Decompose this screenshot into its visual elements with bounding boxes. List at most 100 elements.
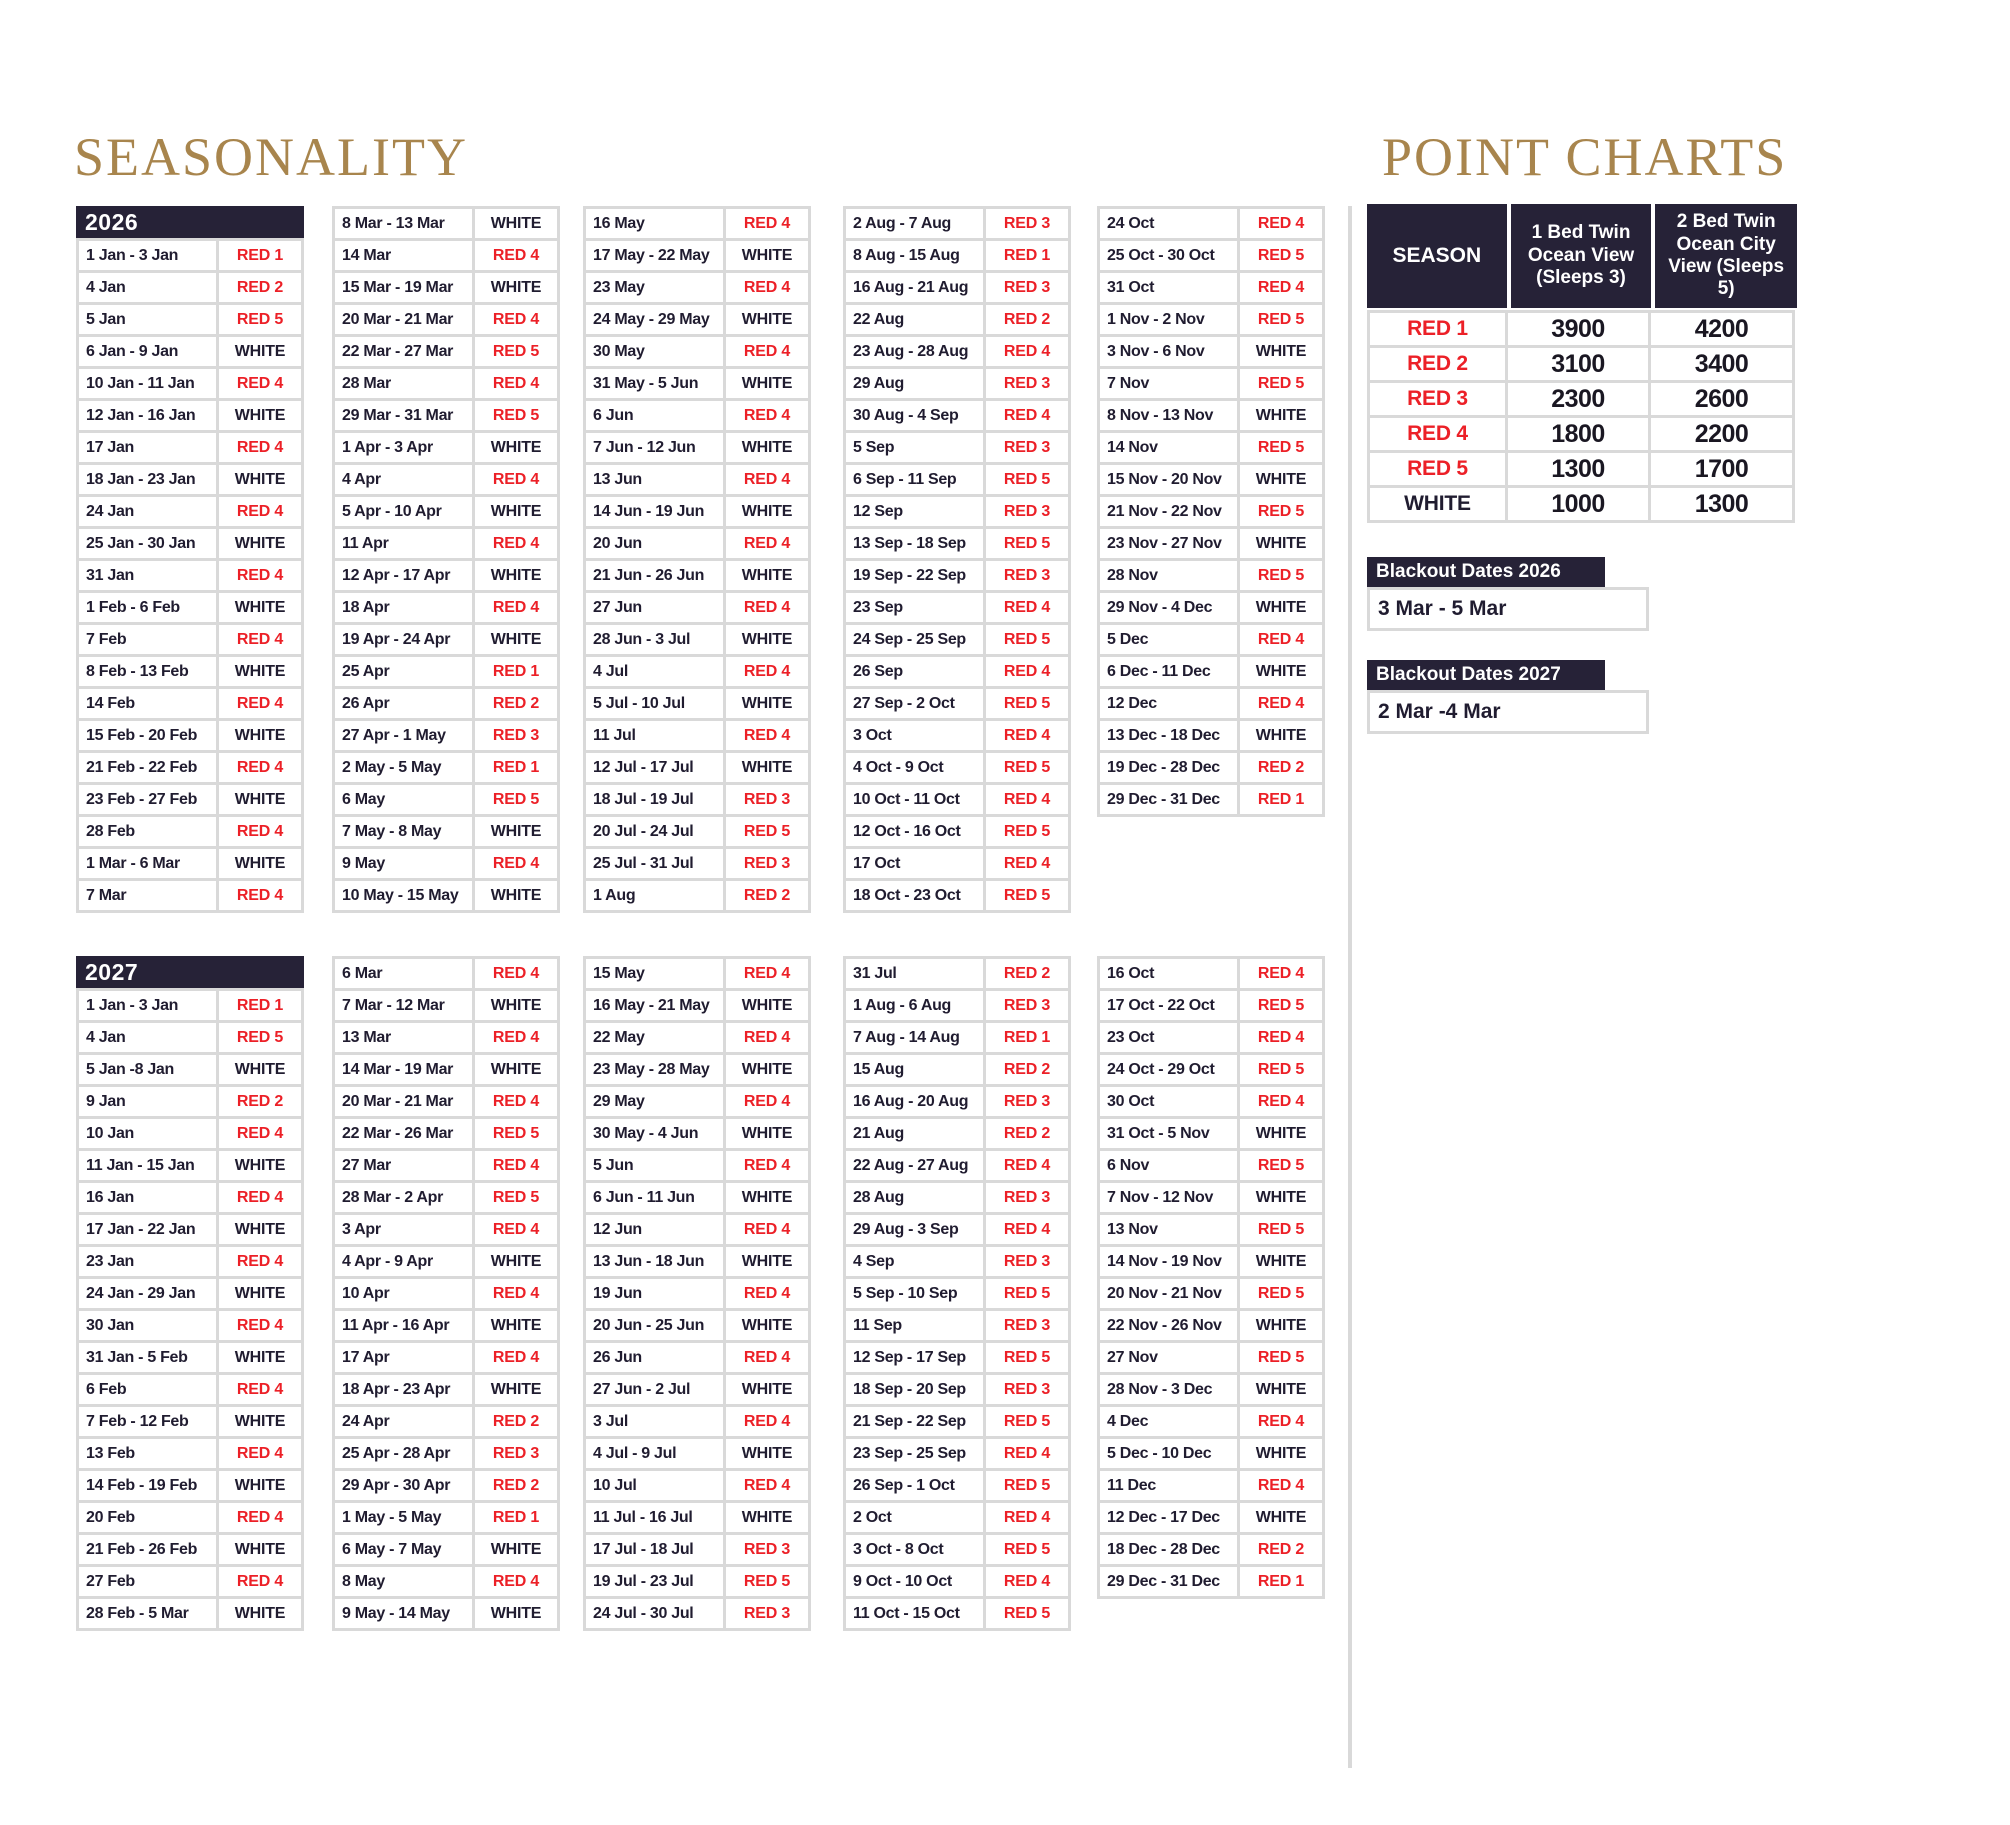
season-code-cell: RED 4 (216, 494, 304, 529)
season-row: 5 Jun RED 4 (583, 1148, 811, 1183)
season-code-cell: WHITE (1237, 654, 1325, 689)
date-range-cell: 17 Jan (76, 430, 219, 465)
date-range-cell: 13 Jun (583, 462, 726, 497)
season-row: 30 Jan RED 4 (76, 1308, 304, 1343)
date-range-cell: 12 Oct - 16 Oct (843, 814, 986, 849)
date-range-cell: 19 Sep - 22 Sep (843, 558, 986, 593)
season-code-cell: RED 4 (723, 718, 811, 753)
season-row: 18 Oct - 23 Oct RED 5 (843, 878, 1071, 913)
date-range-cell: 3 Oct - 8 Oct (843, 1532, 986, 1567)
date-range-cell: 5 Sep - 10 Sep (843, 1276, 986, 1311)
season-code-cell: RED 1 (216, 988, 304, 1023)
season-code-cell: RED 5 (1237, 1212, 1325, 1247)
season-row: 17 Jan RED 4 (76, 430, 304, 465)
season-row: 26 Apr RED 2 (332, 686, 560, 721)
point-chart-value-cell: 1800 (1505, 415, 1651, 453)
season-row: 3 Nov - 6 Nov WHITE (1097, 334, 1325, 369)
season-code-cell: RED 4 (983, 1148, 1071, 1183)
season-row: 6 Jun RED 4 (583, 398, 811, 433)
season-code-cell: RED 3 (983, 1084, 1071, 1119)
season-row: 9 May - 14 May WHITE (332, 1596, 560, 1631)
season-code-cell: RED 4 (983, 846, 1071, 881)
date-range-cell: 10 Apr (332, 1276, 475, 1311)
season-row: 31 Jan - 5 Feb WHITE (76, 1340, 304, 1375)
season-code-cell: RED 4 (1237, 956, 1325, 991)
season-code-cell: RED 4 (472, 1084, 560, 1119)
date-range-cell: 22 May (583, 1020, 726, 1055)
season-row: 3 Oct - 8 Oct RED 5 (843, 1532, 1071, 1567)
season-row: 30 Oct RED 4 (1097, 1084, 1325, 1119)
point-chart-value-cell: 1300 (1648, 485, 1795, 523)
season-code-cell: RED 2 (472, 686, 560, 721)
season-row: 10 Jan RED 4 (76, 1116, 304, 1151)
season-code-cell: WHITE (723, 1372, 811, 1407)
date-range-cell: 2 Aug - 7 Aug (843, 206, 986, 241)
season-row: 14 Mar RED 4 (332, 238, 560, 273)
season-code-cell: WHITE (723, 430, 811, 465)
season-row: 27 Feb RED 4 (76, 1564, 304, 1599)
season-code-cell: WHITE (472, 1532, 560, 1567)
season-code-cell: RED 4 (1237, 1084, 1325, 1119)
season-row: 16 Jan RED 4 (76, 1180, 304, 1215)
season-code-cell: RED 4 (1237, 206, 1325, 241)
season-row: 10 Apr RED 4 (332, 1276, 560, 1311)
season-code-cell: RED 1 (472, 1500, 560, 1535)
season-row: 14 Jun - 19 Jun WHITE (583, 494, 811, 529)
date-range-cell: 23 Aug - 28 Aug (843, 334, 986, 369)
season-code-cell: WHITE (723, 1436, 811, 1471)
season-row: 9 Jan RED 2 (76, 1084, 304, 1119)
season-row: 22 Mar - 26 Mar RED 5 (332, 1116, 560, 1151)
season-code-cell: RED 4 (216, 1244, 304, 1279)
season-row: 24 Apr RED 2 (332, 1404, 560, 1439)
date-range-cell: 14 Nov - 19 Nov (1097, 1244, 1240, 1279)
date-range-cell: 17 Apr (332, 1340, 475, 1375)
season-row: 6 Mar RED 4 (332, 956, 560, 991)
date-range-cell: 6 May - 7 May (332, 1532, 475, 1567)
season-code-cell: RED 5 (472, 334, 560, 369)
season-row: 24 May - 29 May WHITE (583, 302, 811, 337)
season-code-cell: RED 4 (723, 526, 811, 561)
season-code-cell: RED 4 (983, 398, 1071, 433)
season-row: 30 Aug - 4 Sep RED 4 (843, 398, 1071, 433)
season-code-cell: RED 4 (983, 654, 1071, 689)
section-divider (1348, 206, 1352, 1768)
date-range-cell: 27 Sep - 2 Oct (843, 686, 986, 721)
season-code-cell: RED 3 (983, 430, 1071, 465)
season-row: 7 Nov - 12 Nov WHITE (1097, 1180, 1325, 1215)
season-row: 6 May RED 5 (332, 782, 560, 817)
date-range-cell: 3 Oct (843, 718, 986, 753)
season-code-cell: RED 5 (1237, 558, 1325, 593)
date-range-cell: 1 Mar - 6 Mar (76, 846, 219, 881)
point-chart-value-cell: 3900 (1505, 310, 1651, 348)
date-range-cell: 28 Nov - 3 Dec (1097, 1372, 1240, 1407)
date-range-cell: 12 Dec (1097, 686, 1240, 721)
season-row: 29 Aug RED 3 (843, 366, 1071, 401)
season-code-cell: WHITE (472, 1308, 560, 1343)
season-code-cell: WHITE (216, 398, 304, 433)
season-code-cell: RED 4 (983, 590, 1071, 625)
season-code-cell: RED 5 (983, 686, 1071, 721)
season-row: 29 Aug - 3 Sep RED 4 (843, 1212, 1071, 1247)
season-row: 17 Jan - 22 Jan WHITE (76, 1212, 304, 1247)
year-header-2026: 2026 (76, 206, 304, 238)
season-row: 28 Aug RED 3 (843, 1180, 1071, 1215)
season-code-cell: WHITE (216, 1052, 304, 1087)
date-range-cell: 30 May (583, 334, 726, 369)
date-range-cell: 15 Nov - 20 Nov (1097, 462, 1240, 497)
season-code-cell: RED 4 (216, 1500, 304, 1535)
date-range-cell: 7 Feb - 12 Feb (76, 1404, 219, 1439)
season-code-cell: WHITE (723, 302, 811, 337)
season-row: 8 Aug - 15 Aug RED 1 (843, 238, 1071, 273)
season-code-cell: RED 4 (216, 1116, 304, 1151)
season-code-cell: RED 5 (1237, 430, 1325, 465)
season-row: 1 Nov - 2 Nov RED 5 (1097, 302, 1325, 337)
season-row: 28 Nov RED 5 (1097, 558, 1325, 593)
season-row: 4 Apr - 9 Apr WHITE (332, 1244, 560, 1279)
date-range-cell: 23 Sep (843, 590, 986, 625)
season-row: 20 Jun RED 4 (583, 526, 811, 561)
date-range-cell: 20 Jun - 25 Jun (583, 1308, 726, 1343)
season-code-cell: RED 2 (723, 878, 811, 913)
season-code-cell: RED 4 (216, 750, 304, 785)
